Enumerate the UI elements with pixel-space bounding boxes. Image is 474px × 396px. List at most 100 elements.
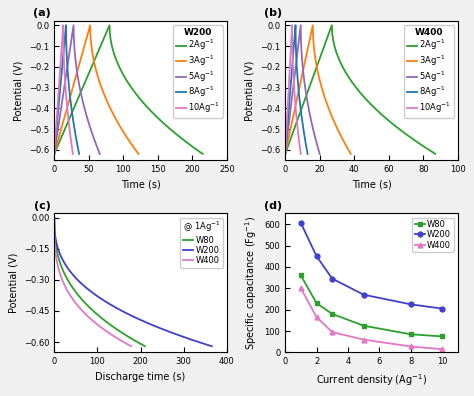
Text: (d): (d) xyxy=(264,201,282,211)
Line: W200: W200 xyxy=(299,221,445,311)
W400 xyxy=(314,315,319,320)
2Ag$^{-1}$ xyxy=(107,23,112,28)
5Ag$^{-1}$ xyxy=(283,152,288,156)
Y-axis label: Specific capacitance (Fg$^{-1}$): Specific capacitance (Fg$^{-1}$) xyxy=(243,216,259,350)
Legend: W80, W200, W400: W80, W200, W400 xyxy=(180,217,223,268)
3Ag$^{-1}$ xyxy=(110,110,116,115)
X-axis label: Current density (Ag$^{-1}$): Current density (Ag$^{-1}$) xyxy=(316,372,427,388)
W400 xyxy=(361,337,366,342)
3Ag$^{-1}$ xyxy=(87,23,93,28)
W200 xyxy=(314,254,319,259)
8Ag$^{-1}$ xyxy=(76,152,82,156)
10Ag$^{-1}$ xyxy=(70,152,76,156)
W400 xyxy=(100,326,105,331)
2Ag$^{-1}$ xyxy=(52,150,58,154)
3Ag$^{-1}$ xyxy=(340,137,346,142)
10Ag$^{-1}$ xyxy=(283,150,288,154)
X-axis label: Time (s): Time (s) xyxy=(121,179,160,190)
3Ag$^{-1}$ xyxy=(348,152,354,156)
10Ag$^{-1}$ xyxy=(283,152,288,156)
10Ag$^{-1}$ xyxy=(51,152,57,156)
Line: 3Ag$^{-1}$: 3Ag$^{-1}$ xyxy=(54,25,138,154)
W200 xyxy=(408,302,413,307)
8Ag$^{-1}$ xyxy=(298,110,304,115)
5Ag$^{-1}$ xyxy=(71,23,76,28)
3Ag$^{-1}$ xyxy=(130,143,136,148)
10Ag$^{-1}$ xyxy=(293,110,299,115)
W400 xyxy=(107,331,113,336)
Line: 5Ag$^{-1}$: 5Ag$^{-1}$ xyxy=(54,25,100,154)
W80 xyxy=(314,301,319,306)
Line: 2Ag$^{-1}$: 2Ag$^{-1}$ xyxy=(285,25,435,154)
8Ag$^{-1}$ xyxy=(303,143,309,148)
5Ag$^{-1}$ xyxy=(315,143,320,148)
W200 xyxy=(439,306,445,311)
10Ag$^{-1}$ xyxy=(293,110,299,115)
Line: 2Ag$^{-1}$: 2Ag$^{-1}$ xyxy=(54,25,203,154)
W400 xyxy=(51,215,57,220)
W200 xyxy=(209,344,215,348)
Line: 8Ag$^{-1}$: 8Ag$^{-1}$ xyxy=(285,25,308,154)
W400 xyxy=(61,280,66,285)
2Ag$^{-1}$ xyxy=(149,110,155,115)
2Ag$^{-1}$ xyxy=(420,143,426,148)
10Ag$^{-1}$ xyxy=(298,152,303,156)
2Ag$^{-1}$ xyxy=(379,112,385,117)
8Ag$^{-1}$ xyxy=(69,110,75,115)
W80 xyxy=(81,299,87,304)
8Ag$^{-1}$ xyxy=(283,150,288,154)
W400 xyxy=(107,331,112,336)
Y-axis label: Potential (V): Potential (V) xyxy=(9,253,18,313)
Text: (b): (b) xyxy=(264,8,282,18)
8Ag$^{-1}$ xyxy=(52,150,57,154)
10Ag$^{-1}$ xyxy=(65,112,71,117)
W400 xyxy=(82,311,88,316)
10Ag$^{-1}$ xyxy=(69,143,74,148)
W200 xyxy=(103,299,109,304)
10Ag$^{-1}$ xyxy=(297,143,302,148)
8Ag$^{-1}$ xyxy=(283,152,288,156)
X-axis label: Discharge time (s): Discharge time (s) xyxy=(95,372,186,382)
W400 xyxy=(329,330,335,335)
Y-axis label: Potential (V): Potential (V) xyxy=(245,61,255,121)
5Ag$^{-1}$ xyxy=(83,112,89,117)
Text: (a): (a) xyxy=(33,8,51,18)
W200 xyxy=(151,323,156,328)
5Ag$^{-1}$ xyxy=(91,137,97,142)
W200 xyxy=(165,329,171,333)
10Ag$^{-1}$ xyxy=(68,137,74,142)
W80 xyxy=(439,334,445,339)
Line: 10Ag$^{-1}$: 10Ag$^{-1}$ xyxy=(285,25,301,154)
2Ag$^{-1}$ xyxy=(200,152,206,156)
5Ag$^{-1}$ xyxy=(83,110,89,115)
Legend: 2Ag$^{-1}$, 3Ag$^{-1}$, 5Ag$^{-1}$, 8Ag$^{-1}$, 10Ag$^{-1}$: 2Ag$^{-1}$, 3Ag$^{-1}$, 5Ag$^{-1}$, 8Ag$… xyxy=(173,25,223,118)
3Ag$^{-1}$ xyxy=(328,110,333,115)
2Ag$^{-1}$ xyxy=(377,110,383,115)
W80 xyxy=(298,273,304,278)
Legend: 2Ag$^{-1}$, 3Ag$^{-1}$, 5Ag$^{-1}$, 8Ag$^{-1}$, 10Ag$^{-1}$: 2Ag$^{-1}$, 3Ag$^{-1}$, 5Ag$^{-1}$, 8Ag$… xyxy=(404,25,454,118)
W80 xyxy=(329,312,335,316)
8Ag$^{-1}$ xyxy=(69,110,75,115)
X-axis label: Time (s): Time (s) xyxy=(352,179,392,190)
5Ag$^{-1}$ xyxy=(94,143,100,148)
Line: W400: W400 xyxy=(299,286,445,352)
W200 xyxy=(51,215,57,220)
2Ag$^{-1}$ xyxy=(51,152,57,156)
5Ag$^{-1}$ xyxy=(298,23,303,28)
8Ag$^{-1}$ xyxy=(292,23,298,28)
W400 xyxy=(128,344,134,348)
Line: W80: W80 xyxy=(299,273,445,339)
W400 xyxy=(76,305,82,310)
W200 xyxy=(298,221,304,225)
Text: (c): (c) xyxy=(34,201,51,211)
Line: 3Ag$^{-1}$: 3Ag$^{-1}$ xyxy=(285,25,351,154)
2Ag$^{-1}$ xyxy=(181,137,186,142)
10Ag$^{-1}$ xyxy=(296,137,302,142)
2Ag$^{-1}$ xyxy=(150,110,155,115)
W200 xyxy=(166,329,172,334)
3Ag$^{-1}$ xyxy=(52,150,57,154)
3Ag$^{-1}$ xyxy=(126,137,131,142)
5Ag$^{-1}$ xyxy=(307,110,312,115)
W200 xyxy=(329,276,335,281)
10Ag$^{-1}$ xyxy=(65,110,71,115)
